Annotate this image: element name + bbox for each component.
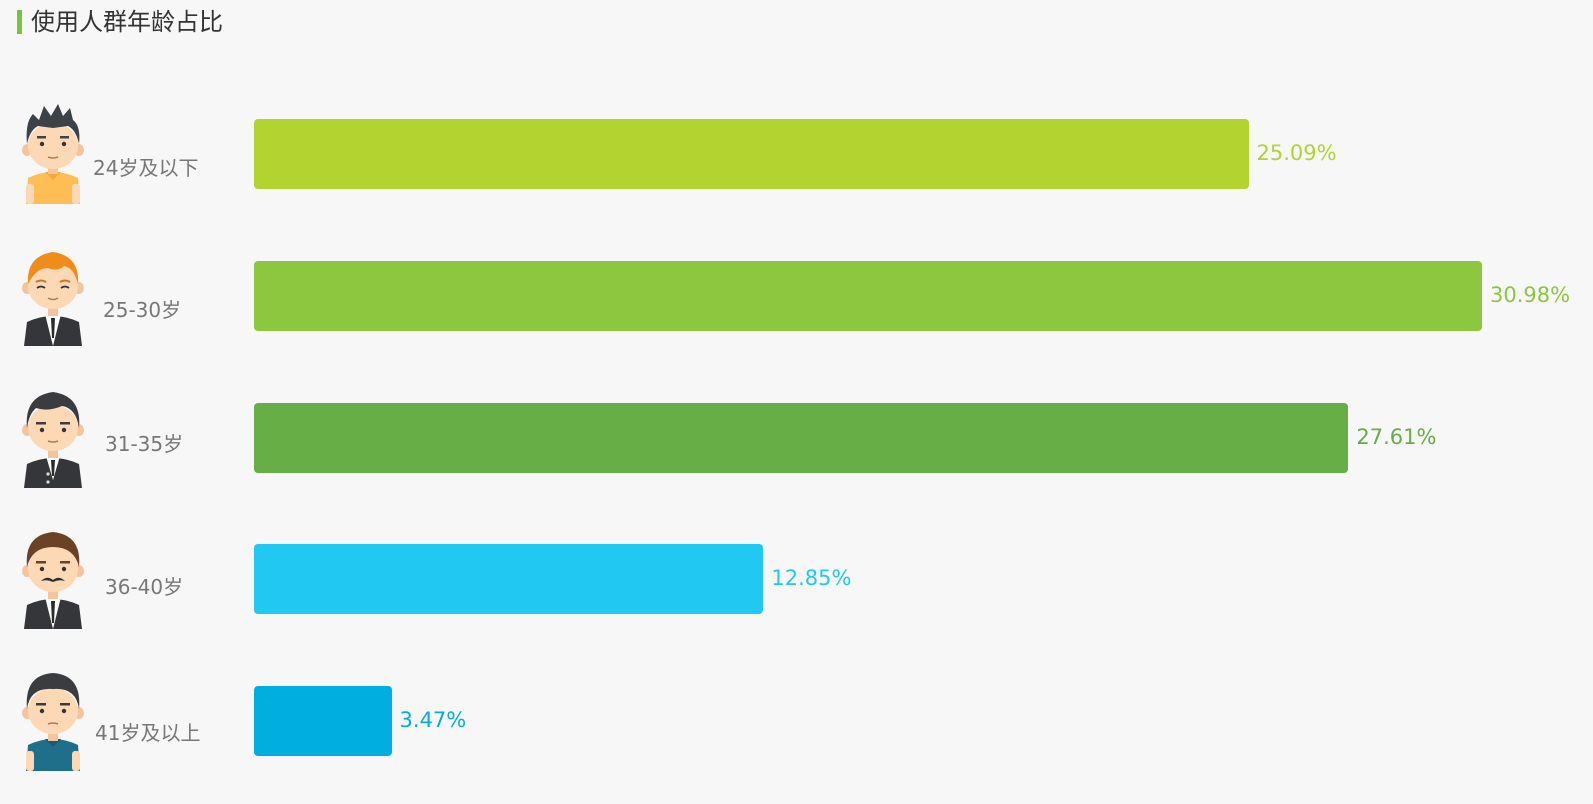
orange-hair-man-suit-icon <box>22 252 84 346</box>
age-row-2: 31-35岁 27.61% <box>0 384 1593 504</box>
age-category-label: 24岁及以下 <box>93 156 199 180</box>
value-label: 27.61% <box>1356 425 1437 449</box>
mustache-man-suit-icon <box>22 532 84 629</box>
chart-title: 使用人群年龄占比 <box>31 8 223 36</box>
value-label: 30.98% <box>1490 283 1571 307</box>
value-label: 12.85% <box>771 566 852 590</box>
age-category-label: 41岁及以上 <box>95 721 201 745</box>
age-row-4: 41岁及以上 3.47% <box>0 667 1593 787</box>
age-row-0: 24岁及以下 25.09% <box>0 100 1593 220</box>
age-category-label: 36-40岁 <box>105 575 184 599</box>
bar-24-and-under <box>254 119 1249 189</box>
bar-31-35 <box>254 403 1349 473</box>
value-label: 3.47% <box>399 708 467 732</box>
value-label: 25.09% <box>1256 141 1337 165</box>
bar-36-40 <box>254 544 764 614</box>
title-accent-bar <box>17 10 22 34</box>
age-category-label: 25-30岁 <box>103 298 182 322</box>
age-row-1: 25-30岁 30.98% <box>0 242 1593 362</box>
young-boy-tshirt-icon <box>22 104 84 204</box>
age-category-label: 31-35岁 <box>105 432 184 456</box>
man-blue-shirt-icon <box>22 673 84 771</box>
chart-header: 使用人群年龄占比 <box>17 9 223 35</box>
bar-25-30 <box>254 261 1482 331</box>
age-row-3: 36-40岁 12.85% <box>0 525 1593 645</box>
bar-41-and-over <box>254 686 392 756</box>
man-suit-icon <box>22 392 84 488</box>
